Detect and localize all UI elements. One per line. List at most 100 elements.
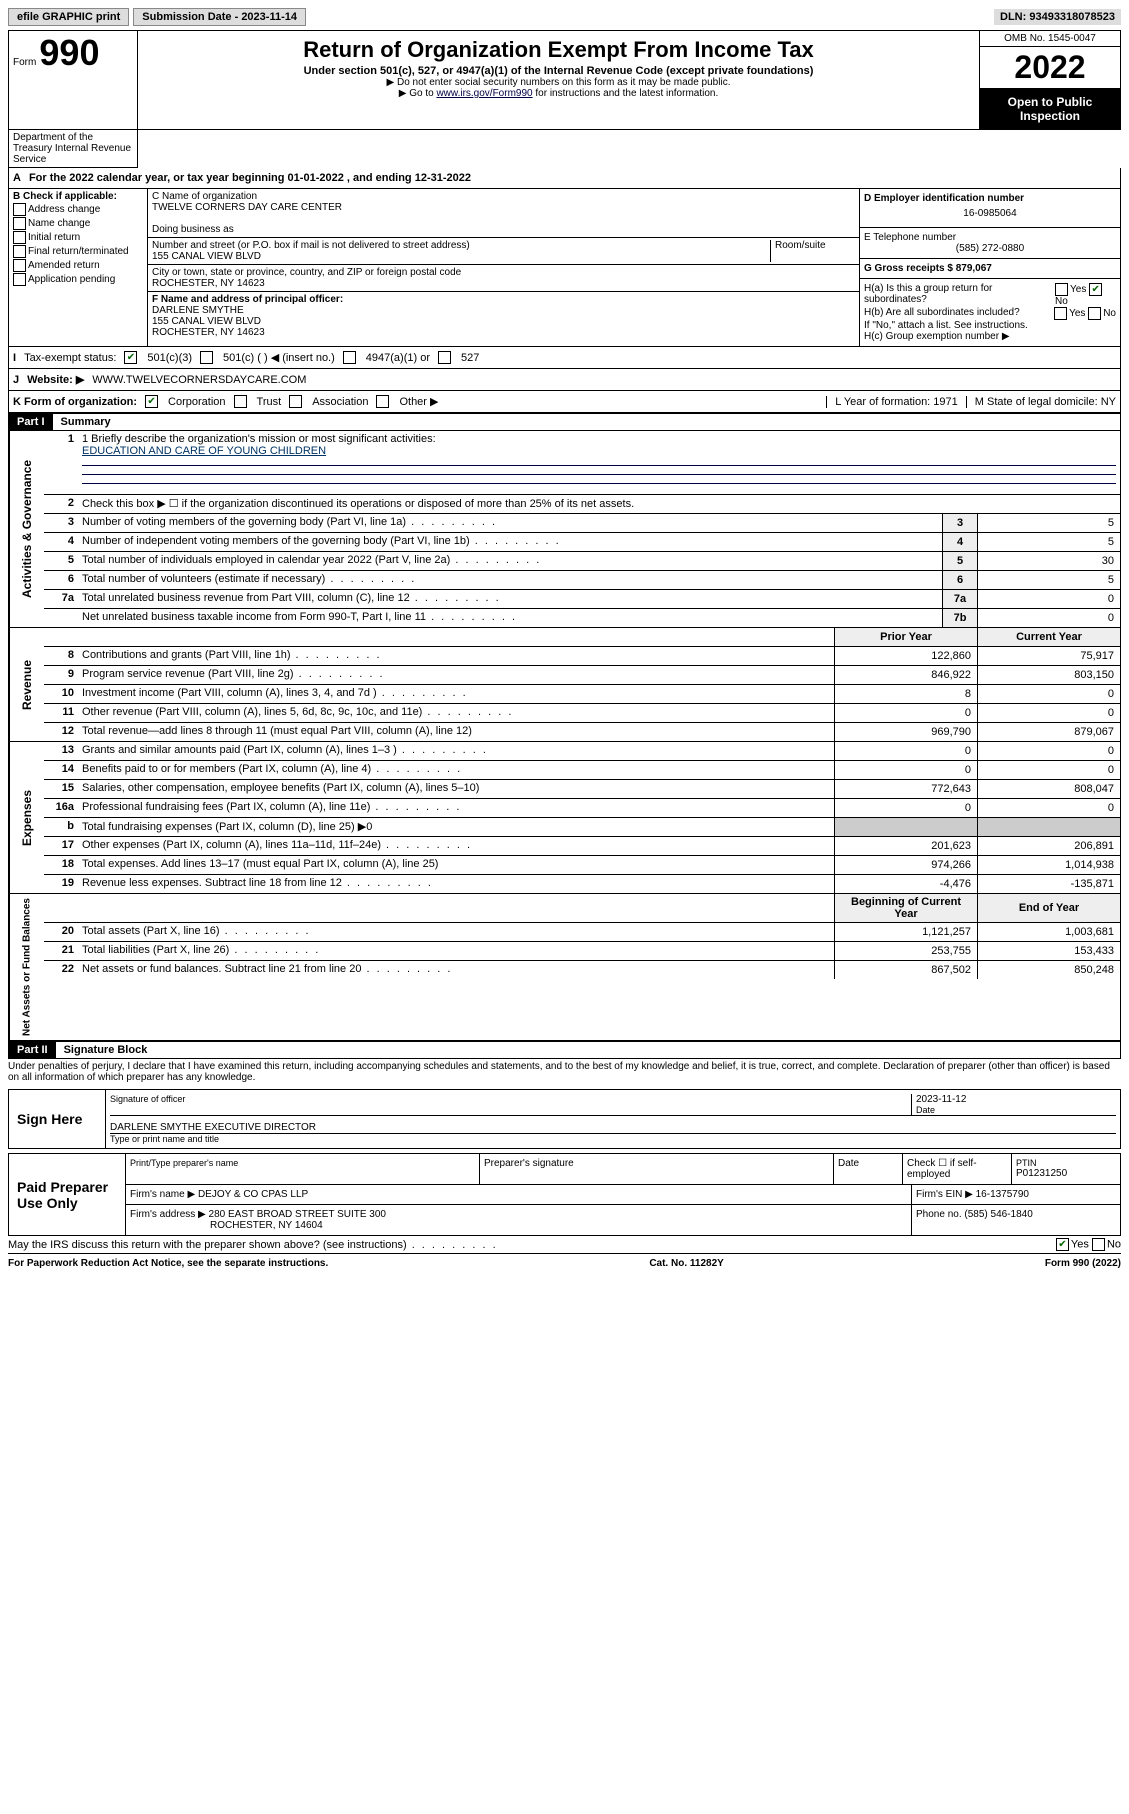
header-subtitle: Under section 501(c), 527, or 4947(a)(1)… [142,65,975,77]
opt-trust: Trust [257,396,282,408]
efile-button[interactable]: efile GRAPHIC print [8,8,129,26]
firm-name: DEJOY & CO CPAS LLP [198,1189,308,1200]
opt-501c: 501(c) ( ) ◀ (insert no.) [223,351,335,364]
firm-addr2: ROCHESTER, NY 14604 [130,1220,323,1231]
prior-year-header: Prior Year [834,628,977,646]
cb-initial-return[interactable]: Initial return [13,231,143,244]
cb-trust[interactable] [234,395,247,408]
line-j: J Website: ▶ WWW.TWELVECORNERSDAYCARE.CO… [8,369,1121,391]
preparer-label: Paid Preparer Use Only [9,1154,126,1235]
part1-title: Summary [53,414,119,430]
paperwork-notice: For Paperwork Reduction Act Notice, see … [8,1258,328,1269]
hb-note: If "No," attach a list. See instructions… [864,320,1116,331]
f-label: F Name and address of principal officer: [152,294,855,305]
firm-name-label: Firm's name ▶ [130,1189,195,1200]
f-name: DARLENE SMYTHE [152,305,855,316]
omb-number: OMB No. 1545-0047 [980,31,1120,47]
yes-label: Yes [1071,1238,1089,1250]
table-row: 4Number of independent voting members of… [44,533,1120,552]
name-label: Type or print name and title [110,1133,1116,1144]
opt-527: 527 [461,352,479,364]
note2-suffix: for instructions and the latest informat… [535,88,718,99]
opt-assoc: Association [312,396,368,408]
cb-501c3[interactable] [124,351,137,364]
table-row: 14Benefits paid to or for members (Part … [44,761,1120,780]
cb-name-change[interactable]: Name change [13,217,143,230]
mission-label: 1 Briefly describe the organization's mi… [82,433,436,445]
street-value: 155 CANAL VIEW BLVD [152,251,770,262]
sign-here-block: Sign Here Signature of officer 2023-11-1… [8,1089,1121,1149]
cb-corporation[interactable] [145,395,158,408]
col-b: B Check if applicable: Address change Na… [9,189,148,346]
cb-association[interactable] [289,395,302,408]
irs-link[interactable]: www.irs.gov/Form990 [436,88,532,99]
vtab-netassets: Net Assets or Fund Balances [9,894,44,1040]
line-a-text: For the 2022 calendar year, or tax year … [29,172,471,184]
col-d: D Employer identification number 16-0985… [860,189,1120,346]
netassets-section: Net Assets or Fund Balances Beginning of… [8,894,1121,1041]
cat-number: Cat. No. 11282Y [649,1258,723,1269]
firm-addr-label: Firm's address ▶ [130,1209,206,1220]
governance-section: Activities & Governance 11 Briefly descr… [8,431,1121,628]
line-k-label: K Form of organization: [13,396,137,408]
city-label: City or town, state or province, country… [152,267,855,278]
header-note2: ▶ Go to www.irs.gov/Form990 for instruct… [142,88,975,99]
header-title: Return of Organization Exempt From Incom… [142,37,975,63]
cb-application-pending[interactable]: Application pending [13,273,143,286]
tax-year: 2022 [980,47,1120,89]
table-row: 12Total revenue—add lines 8 through 11 (… [44,723,1120,741]
line-j-label: J [13,374,19,386]
cb-final-return[interactable]: Final return/terminated [13,245,143,258]
cb-discuss-yes[interactable] [1056,1238,1069,1251]
table-row: 16aProfessional fundraising fees (Part I… [44,799,1120,818]
mission-text: EDUCATION AND CARE OF YOUNG CHILDREN [82,445,326,457]
ha-no: No [1055,296,1068,307]
state-domicile: M State of legal domicile: NY [966,396,1116,408]
cb-other[interactable] [376,395,389,408]
g-label: G Gross receipts $ 879,067 [864,263,1116,274]
prep-col4a: Check ☐ if self-employed [902,1154,1011,1184]
c-name: TWELVE CORNERS DAY CARE CENTER [152,202,855,213]
part1-tag: Part I [9,414,53,430]
d-value: 16-0985064 [864,204,1116,223]
cb-address-change[interactable]: Address change [13,203,143,216]
current-year-header: Current Year [977,628,1120,646]
f-street: 155 CANAL VIEW BLVD [152,316,855,327]
opt-corp: Corporation [168,396,225,408]
line-i-label: I [13,352,16,364]
header-center: Return of Organization Exempt From Incom… [138,31,979,129]
ptin-value: P01231250 [1016,1168,1116,1179]
perjury-text: Under penalties of perjury, I declare th… [8,1059,1121,1085]
firm-addr1: 280 EAST BROAD STREET SUITE 300 [209,1209,386,1220]
ptin-label: PTIN [1016,1158,1116,1168]
cb-4947[interactable] [343,351,356,364]
form-number-box: Form 990 [9,31,138,129]
c-label: C Name of organization [152,191,855,202]
room-label: Room/suite [770,240,855,262]
cb-discuss-no[interactable] [1092,1238,1105,1251]
dba-label: Doing business as [152,224,855,235]
cb-amended-return[interactable]: Amended return [13,259,143,272]
opt-501c3: 501(c)(3) [147,352,192,364]
form-number: 990 [39,32,99,73]
table-row: 6Total number of volunteers (estimate if… [44,571,1120,590]
e-label: E Telephone number [864,232,1116,243]
firm-ein-label: Firm's EIN ▶ [916,1189,973,1200]
vtab-expenses: Expenses [9,742,44,893]
cb-501c[interactable] [200,351,213,364]
opt-4947: 4947(a)(1) or [366,352,430,364]
end-year-header: End of Year [977,894,1120,922]
f-city: ROCHESTER, NY 14623 [152,327,855,338]
line-k: K Form of organization: Corporation Trus… [8,391,1121,413]
top-bar: efile GRAPHIC print Submission Date - 20… [8,8,1121,26]
part2-header: Part II Signature Block [8,1041,1121,1059]
submission-date-button[interactable]: Submission Date - 2023-11-14 [133,8,306,26]
dept-label: Department of the Treasury Internal Reve… [8,130,138,168]
line2-text: Check this box ▶ ☐ if the organization d… [78,495,1120,513]
cb-527[interactable] [438,351,451,364]
form-prefix: Form [13,57,36,68]
d-label: D Employer identification number [864,193,1116,204]
officer-name: DARLENE SMYTHE EXECUTIVE DIRECTOR [110,1122,1116,1133]
dln-label: DLN: 93493318078523 [994,9,1121,25]
table-row: 21Total liabilities (Part X, line 26)253… [44,942,1120,961]
